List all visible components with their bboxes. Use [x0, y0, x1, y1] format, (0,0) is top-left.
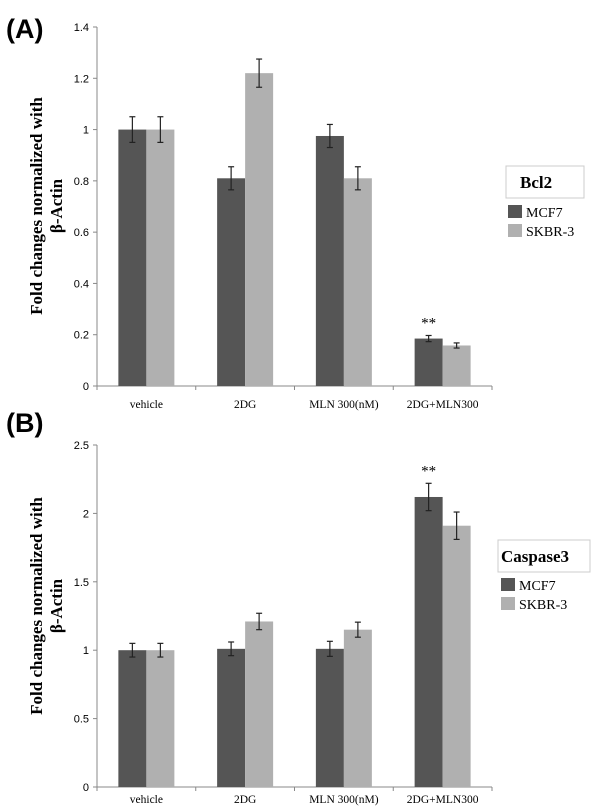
panel-b-legend-label-mcf7: MCF7 — [519, 579, 556, 594]
panel-b-y-tick-label: 0.5 — [74, 714, 89, 726]
panel-b-legend-swatch-skbr3 — [501, 597, 515, 610]
panel-a-y-tick-label: 0.2 — [74, 330, 89, 342]
panel-a-bar-skbr3 — [442, 345, 471, 386]
panel-a-ylabel-line2: β-Actin — [47, 178, 66, 233]
panel-b-ylabel-line2: β-Actin — [47, 578, 66, 633]
panel-b-category-label: MLN 300(nM) — [309, 794, 378, 806]
panel-b-category-label: 2DG+MLN300 — [407, 794, 479, 806]
panel-a-legend-title: Bcl2 — [520, 173, 552, 192]
panel-a-y-tick-label: 0.4 — [74, 278, 89, 290]
panel-b-y-tick-label: 1 — [83, 645, 89, 657]
panel-b-category-label: vehicle — [130, 794, 163, 806]
panel-b-ylabel-line1: Fold changes normalized with — [27, 497, 46, 715]
panel-a-bar-skbr3 — [146, 129, 175, 387]
panel-b-legend-label-skbr3: SKBR-3 — [519, 598, 567, 613]
panel-b-y-tick-label: 0 — [83, 782, 89, 794]
panel-b-bar-skbr3 — [442, 525, 471, 787]
panel-a-bar-mcf7 — [217, 178, 246, 386]
panel-a-category-label: vehicle — [130, 399, 163, 411]
panel-a-legend-title-box — [505, 165, 585, 199]
panel-a-y-tick-label: 1 — [83, 125, 89, 137]
panel-a-bar-mcf7 — [414, 338, 443, 386]
panel-b-y-tick-label: 1.5 — [74, 577, 89, 589]
panel-b-significance-label: ** — [421, 463, 436, 479]
panel-a-y-tick-label: 0.6 — [74, 227, 89, 239]
panel-a-legend-label-skbr3: SKBR-3 — [526, 225, 574, 240]
panel-b-legend-title: Caspase3 — [501, 547, 569, 566]
panel-a-category-label: 2DG+MLN300 — [407, 399, 479, 411]
panel-b-bar-mcf7 — [315, 648, 344, 787]
panel-a-significance-label: ** — [421, 315, 436, 331]
panel-b-legend-swatch-mcf7 — [501, 578, 515, 591]
panel-a-plot: 0 0.2 0.4 0.6 0.8 1 1.2 1.4 vehicle 2DG MLN 300(nM… — [74, 22, 493, 411]
panel-b-legend: Caspase3 MCF7 SKBR-3 — [497, 539, 591, 613]
panel-b-bar-skbr3 — [146, 650, 175, 787]
panel-b-y-tick-label: 2.5 — [74, 440, 89, 452]
panel-a-y-tick-label: 0.8 — [74, 176, 89, 188]
panel-b-bar-mcf7 — [217, 648, 246, 787]
panel-b-bar-skbr3 — [343, 629, 372, 787]
panel-b-bar-skbr3 — [245, 621, 274, 787]
panel-b-bar-mcf7 — [118, 650, 147, 787]
panel-a-bar-skbr3 — [245, 73, 274, 387]
panel-a-y-tick-label: 0 — [83, 381, 89, 393]
panel-a-y-tick-label: 1.2 — [74, 73, 89, 85]
panel-b-plot: 0 0.5 1 1.5 2 2.5 vehicle 2DG MLN 300(nM) 2DG+MLN… — [74, 440, 493, 806]
panel-b-category-label: 2DG — [234, 794, 256, 806]
panel-a-legend-swatch-skbr3 — [508, 224, 522, 237]
panel-a-bar-skbr3 — [343, 178, 372, 386]
panel-a-category-label: 2DG — [234, 399, 256, 411]
panel-a-ylabel-line1: Fold changes normalized with — [27, 97, 46, 315]
panel-a-bar-mcf7 — [118, 129, 147, 387]
panel-a-y-tick-label: 1.4 — [74, 22, 89, 34]
panel-b-y-tick-label: 2 — [83, 508, 89, 520]
panel-b-letter: (B) — [6, 408, 43, 438]
panel-a-bar-mcf7 — [315, 135, 344, 386]
panel-b-legend-title-box — [497, 539, 591, 573]
panel-a-legend-label-mcf7: MCF7 — [526, 206, 563, 221]
panel-a-legend-swatch-mcf7 — [508, 205, 522, 218]
panel-b-bar-mcf7 — [414, 496, 443, 787]
panel-a-legend: Bcl2 MCF7 SKBR-3 — [505, 165, 585, 240]
panel-a-category-label: MLN 300(nM) — [309, 399, 378, 411]
panel-a-letter: (A) — [6, 14, 43, 44]
